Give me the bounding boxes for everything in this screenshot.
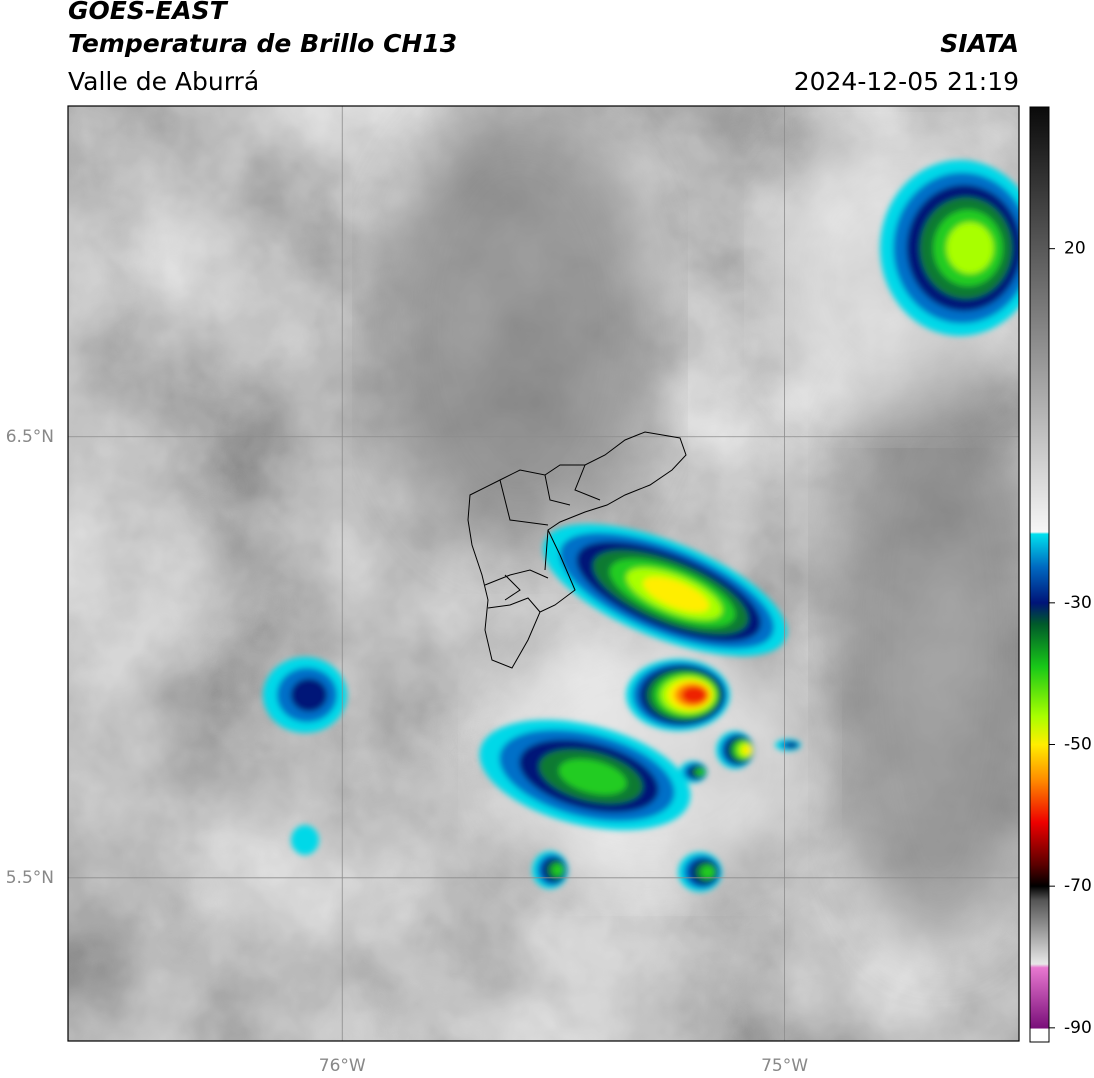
region: Valle de Aburrá: [68, 67, 259, 96]
storm-layer: [290, 678, 328, 712]
grid: [68, 106, 1019, 1041]
colorbar-ramp: [1029, 106, 1050, 1043]
storm: [532, 851, 568, 889]
colorbar-tick-label: -90: [1064, 1018, 1092, 1038]
storm: [479, 719, 691, 831]
x-tick-label: 75°W: [761, 1056, 808, 1076]
storm-layer: [696, 768, 706, 776]
map-frame: [67, 105, 1020, 1042]
timestamp: 2024-12-05 21:19: [794, 67, 1019, 96]
storm: [263, 657, 347, 733]
colorbar-tick-label: 20: [1064, 239, 1086, 259]
storm-layer: [681, 686, 707, 704]
storms: [263, 160, 1019, 892]
colorbar: 20 -30 -50 -70 -90: [1029, 106, 1092, 1043]
colorbar-tick-label: -70: [1064, 876, 1092, 896]
storm: [880, 160, 1019, 336]
colorbar-tick-label: -50: [1064, 735, 1092, 755]
storm: [626, 659, 730, 731]
dry-band: [380, 110, 660, 550]
storm-layer: [291, 825, 319, 855]
storm-layer: [786, 742, 798, 748]
storm-layer: [946, 222, 994, 274]
map-area: [68, 106, 1019, 1041]
storm: [291, 825, 319, 855]
storm-layer: [559, 759, 627, 795]
title: GOES-EAST: [68, 0, 229, 25]
y-tick-label: 6.5°N: [6, 427, 54, 447]
source: SIATA: [940, 29, 1019, 58]
colorbar-tick-label: -30: [1064, 593, 1092, 613]
storm-layer: [741, 744, 753, 756]
storm-layer: [700, 865, 716, 879]
storm: [543, 524, 787, 656]
y-tick-label: 5.5°N: [6, 868, 54, 888]
storm-layer: [552, 863, 564, 877]
storm: [775, 739, 801, 751]
storm: [678, 852, 722, 892]
storm: [716, 731, 754, 769]
subtitle: Temperatura de Brillo CH13: [68, 29, 457, 58]
axis-labels: 76°W 75°W 6.5°N 5.5°N: [6, 427, 808, 1076]
boundary: [484, 464, 601, 613]
x-tick-label: 76°W: [319, 1056, 366, 1076]
storm: [679, 761, 707, 783]
dry-band: [830, 350, 1019, 950]
storm-layer: [643, 576, 710, 613]
municipal-boundaries: [467, 431, 687, 669]
